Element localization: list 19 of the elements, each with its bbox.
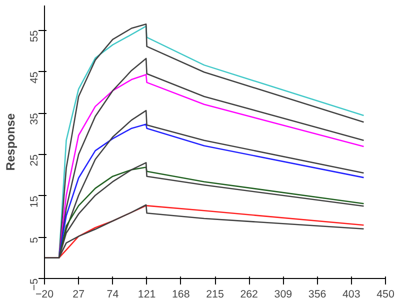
y-tick-label: 25 (28, 154, 40, 166)
x-tick-label: 309 (274, 288, 292, 300)
x-tick-label: −20 (35, 288, 54, 300)
y-tick-label: 5 (28, 237, 40, 244)
x-tick-label: 262 (240, 288, 258, 300)
y-axis-title: Response (4, 113, 18, 171)
y-tick-label: 15 (28, 196, 40, 208)
y-tick-label: 35 (28, 112, 40, 125)
x-tick-label: 356 (308, 288, 326, 300)
x-tick-label: 403 (342, 288, 360, 300)
x-tick-label: 215 (206, 288, 224, 300)
y-tick-label: 55 (28, 30, 40, 42)
y-tick-label: 45 (28, 72, 40, 84)
x-tick-label: 74 (106, 288, 119, 300)
x-tick-label: 121 (138, 288, 156, 300)
x-tick-label: 27 (72, 288, 85, 300)
x-tick-label: 168 (172, 288, 190, 300)
y-tick-label: −5 (28, 278, 40, 291)
x-tick-label: 450 (376, 288, 394, 300)
